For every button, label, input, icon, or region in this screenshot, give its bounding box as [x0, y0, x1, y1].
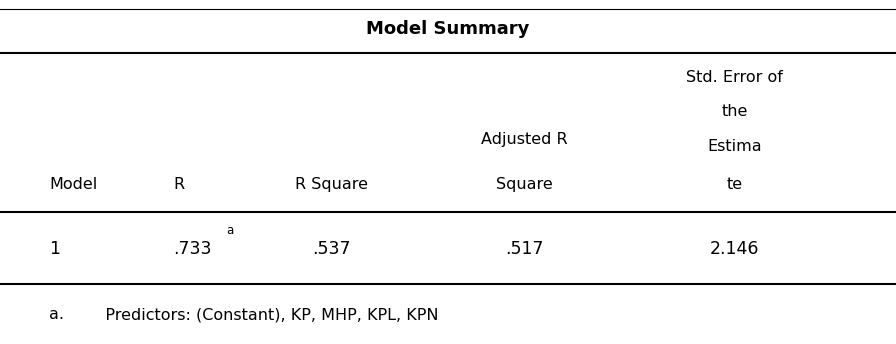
Text: the: the	[721, 104, 748, 119]
Text: te: te	[727, 176, 743, 192]
Text: Adjusted R: Adjusted R	[481, 132, 567, 147]
Text: Predictors: (Constant), KP, MHP, KPL, KPN: Predictors: (Constant), KP, MHP, KPL, KP…	[90, 307, 438, 322]
Text: 2.146: 2.146	[710, 240, 760, 258]
Text: Model: Model	[49, 176, 98, 192]
Text: Estima: Estima	[708, 139, 762, 154]
Text: Model Summary: Model Summary	[366, 20, 530, 38]
Text: R: R	[174, 176, 185, 192]
Text: a.: a.	[49, 307, 65, 322]
Text: Square: Square	[495, 176, 553, 192]
Text: .537: .537	[313, 240, 350, 258]
Text: 1: 1	[49, 240, 60, 258]
Text: a: a	[227, 224, 234, 237]
Text: R Square: R Square	[295, 176, 368, 192]
Text: .517: .517	[505, 240, 543, 258]
Text: .733: .733	[174, 240, 211, 258]
Text: Std. Error of: Std. Error of	[686, 70, 783, 85]
